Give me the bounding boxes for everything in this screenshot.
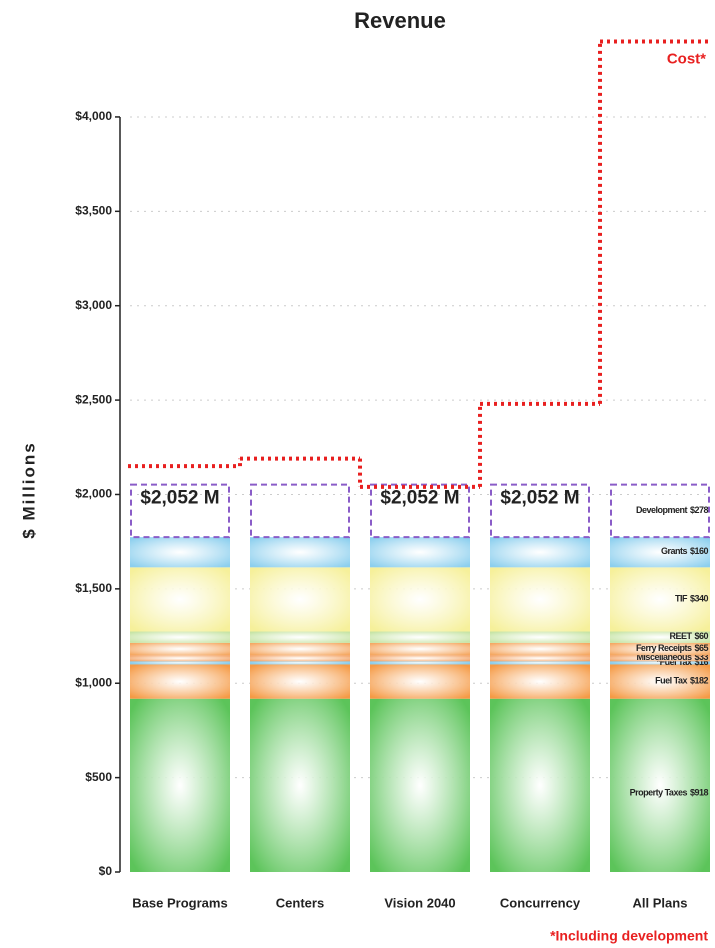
- segment-value: $278: [690, 505, 709, 515]
- bar-segment: [490, 661, 590, 665]
- segment-value: $60: [694, 632, 708, 642]
- y-axis-label: $ Millions: [19, 441, 38, 538]
- bar-segment: [250, 483, 350, 539]
- bar-segment: [490, 483, 590, 539]
- bar-segment: [370, 661, 470, 665]
- bar-segment: [370, 664, 470, 699]
- y-tick-label: $3,500: [75, 203, 112, 217]
- segment-label: *Fuel Tax $16: [657, 657, 709, 667]
- bar-segment: [250, 698, 350, 872]
- x-tick-label: All Plans: [633, 895, 688, 910]
- bar-segment: [610, 664, 710, 699]
- bar-segment: [130, 631, 230, 643]
- x-tick-label: Concurrency: [500, 895, 581, 910]
- bar-segment: [250, 537, 350, 568]
- bar-segment: [250, 631, 350, 643]
- bar-segment: [370, 631, 470, 643]
- segment-name: TIF: [675, 594, 688, 604]
- cost-label: Cost*: [667, 50, 706, 67]
- bar-segment: [370, 537, 470, 568]
- segment-name: Miscellaneous: [636, 653, 692, 663]
- segment-value: $65: [694, 643, 708, 653]
- segment-value: $33: [694, 653, 708, 663]
- chart-title: Revenue: [354, 8, 446, 33]
- total-label: $2,052 M: [380, 488, 459, 509]
- bar-segment: [610, 483, 710, 539]
- bar-segment: [610, 642, 710, 656]
- bar-segment: [370, 655, 470, 662]
- bar-segment: [250, 642, 350, 656]
- bar-segment: [130, 567, 230, 632]
- bar-segment: [250, 655, 350, 662]
- x-tick-label: Base Programs: [132, 895, 227, 910]
- segment-value: $182: [690, 676, 709, 686]
- bar-segment: [370, 698, 470, 872]
- bar-segment: [490, 698, 590, 872]
- segment-name: Property Taxes: [630, 788, 688, 798]
- segment-label: Fuel Tax $182: [655, 676, 708, 686]
- bar-segment: [610, 661, 710, 665]
- y-tick-label: $500: [85, 770, 112, 784]
- bar-segment: [370, 567, 470, 632]
- bar-segment: [130, 642, 230, 656]
- bar-segment: [490, 664, 590, 699]
- bar-segment: [490, 537, 590, 568]
- segment-value: $16: [694, 657, 708, 667]
- y-tick-label: $3,000: [75, 298, 112, 312]
- segment-name: Grants: [661, 547, 688, 557]
- segment-label: Miscellaneous $33: [636, 653, 708, 663]
- segment-value: $160: [690, 547, 709, 557]
- bar-segment: [370, 483, 470, 539]
- bar-segment: [130, 661, 230, 665]
- segment-name: Ferry Receipts: [636, 643, 692, 653]
- segment-label: Ferry Receipts $65: [636, 643, 709, 653]
- y-tick-label: $0: [99, 864, 113, 878]
- bar-segment: [250, 661, 350, 665]
- bar-segment: [610, 567, 710, 632]
- y-tick-label: $1,500: [75, 581, 112, 595]
- bar-segment: [130, 664, 230, 699]
- segment-value: $340: [690, 594, 709, 604]
- bar-segment: [610, 537, 710, 568]
- bar-segment: [610, 698, 710, 872]
- x-tick-label: Vision 2040: [384, 895, 455, 910]
- bar-segment: [610, 631, 710, 643]
- y-tick-label: $1,000: [75, 675, 112, 689]
- bar-segment: [250, 567, 350, 632]
- y-tick-label: $2,500: [75, 392, 112, 406]
- bar-segment: [130, 655, 230, 662]
- segment-label: Development $278: [636, 505, 709, 515]
- segment-name: Fuel Tax: [655, 676, 687, 686]
- bar-segment: [490, 567, 590, 632]
- segment-name: REET: [669, 632, 692, 642]
- bar-segment: [250, 664, 350, 699]
- segment-label: TIF $340: [675, 594, 709, 604]
- total-label: $2,052 M: [140, 488, 219, 509]
- footnote: *Including development: [550, 928, 708, 944]
- total-label: $2,052 M: [500, 488, 579, 509]
- bar-segment: [490, 631, 590, 643]
- bar-segment: [610, 655, 710, 662]
- bar-segment: [130, 698, 230, 872]
- segment-name: Development: [636, 505, 688, 515]
- bar-segment: [130, 483, 230, 539]
- x-tick-label: Centers: [276, 895, 324, 910]
- bar-segment: [490, 655, 590, 662]
- segment-label: Grants $160: [661, 547, 709, 557]
- segment-label: REET $60: [669, 632, 708, 642]
- y-tick-label: $4,000: [75, 109, 112, 123]
- y-tick-label: $2,000: [75, 487, 112, 501]
- bar-segment: [490, 642, 590, 656]
- segment-name: *Fuel Tax: [657, 657, 692, 667]
- segment-label: Property Taxes $918: [630, 788, 709, 798]
- bar-segment: [130, 537, 230, 568]
- bar-segment: [370, 642, 470, 656]
- segment-value: $918: [690, 788, 709, 798]
